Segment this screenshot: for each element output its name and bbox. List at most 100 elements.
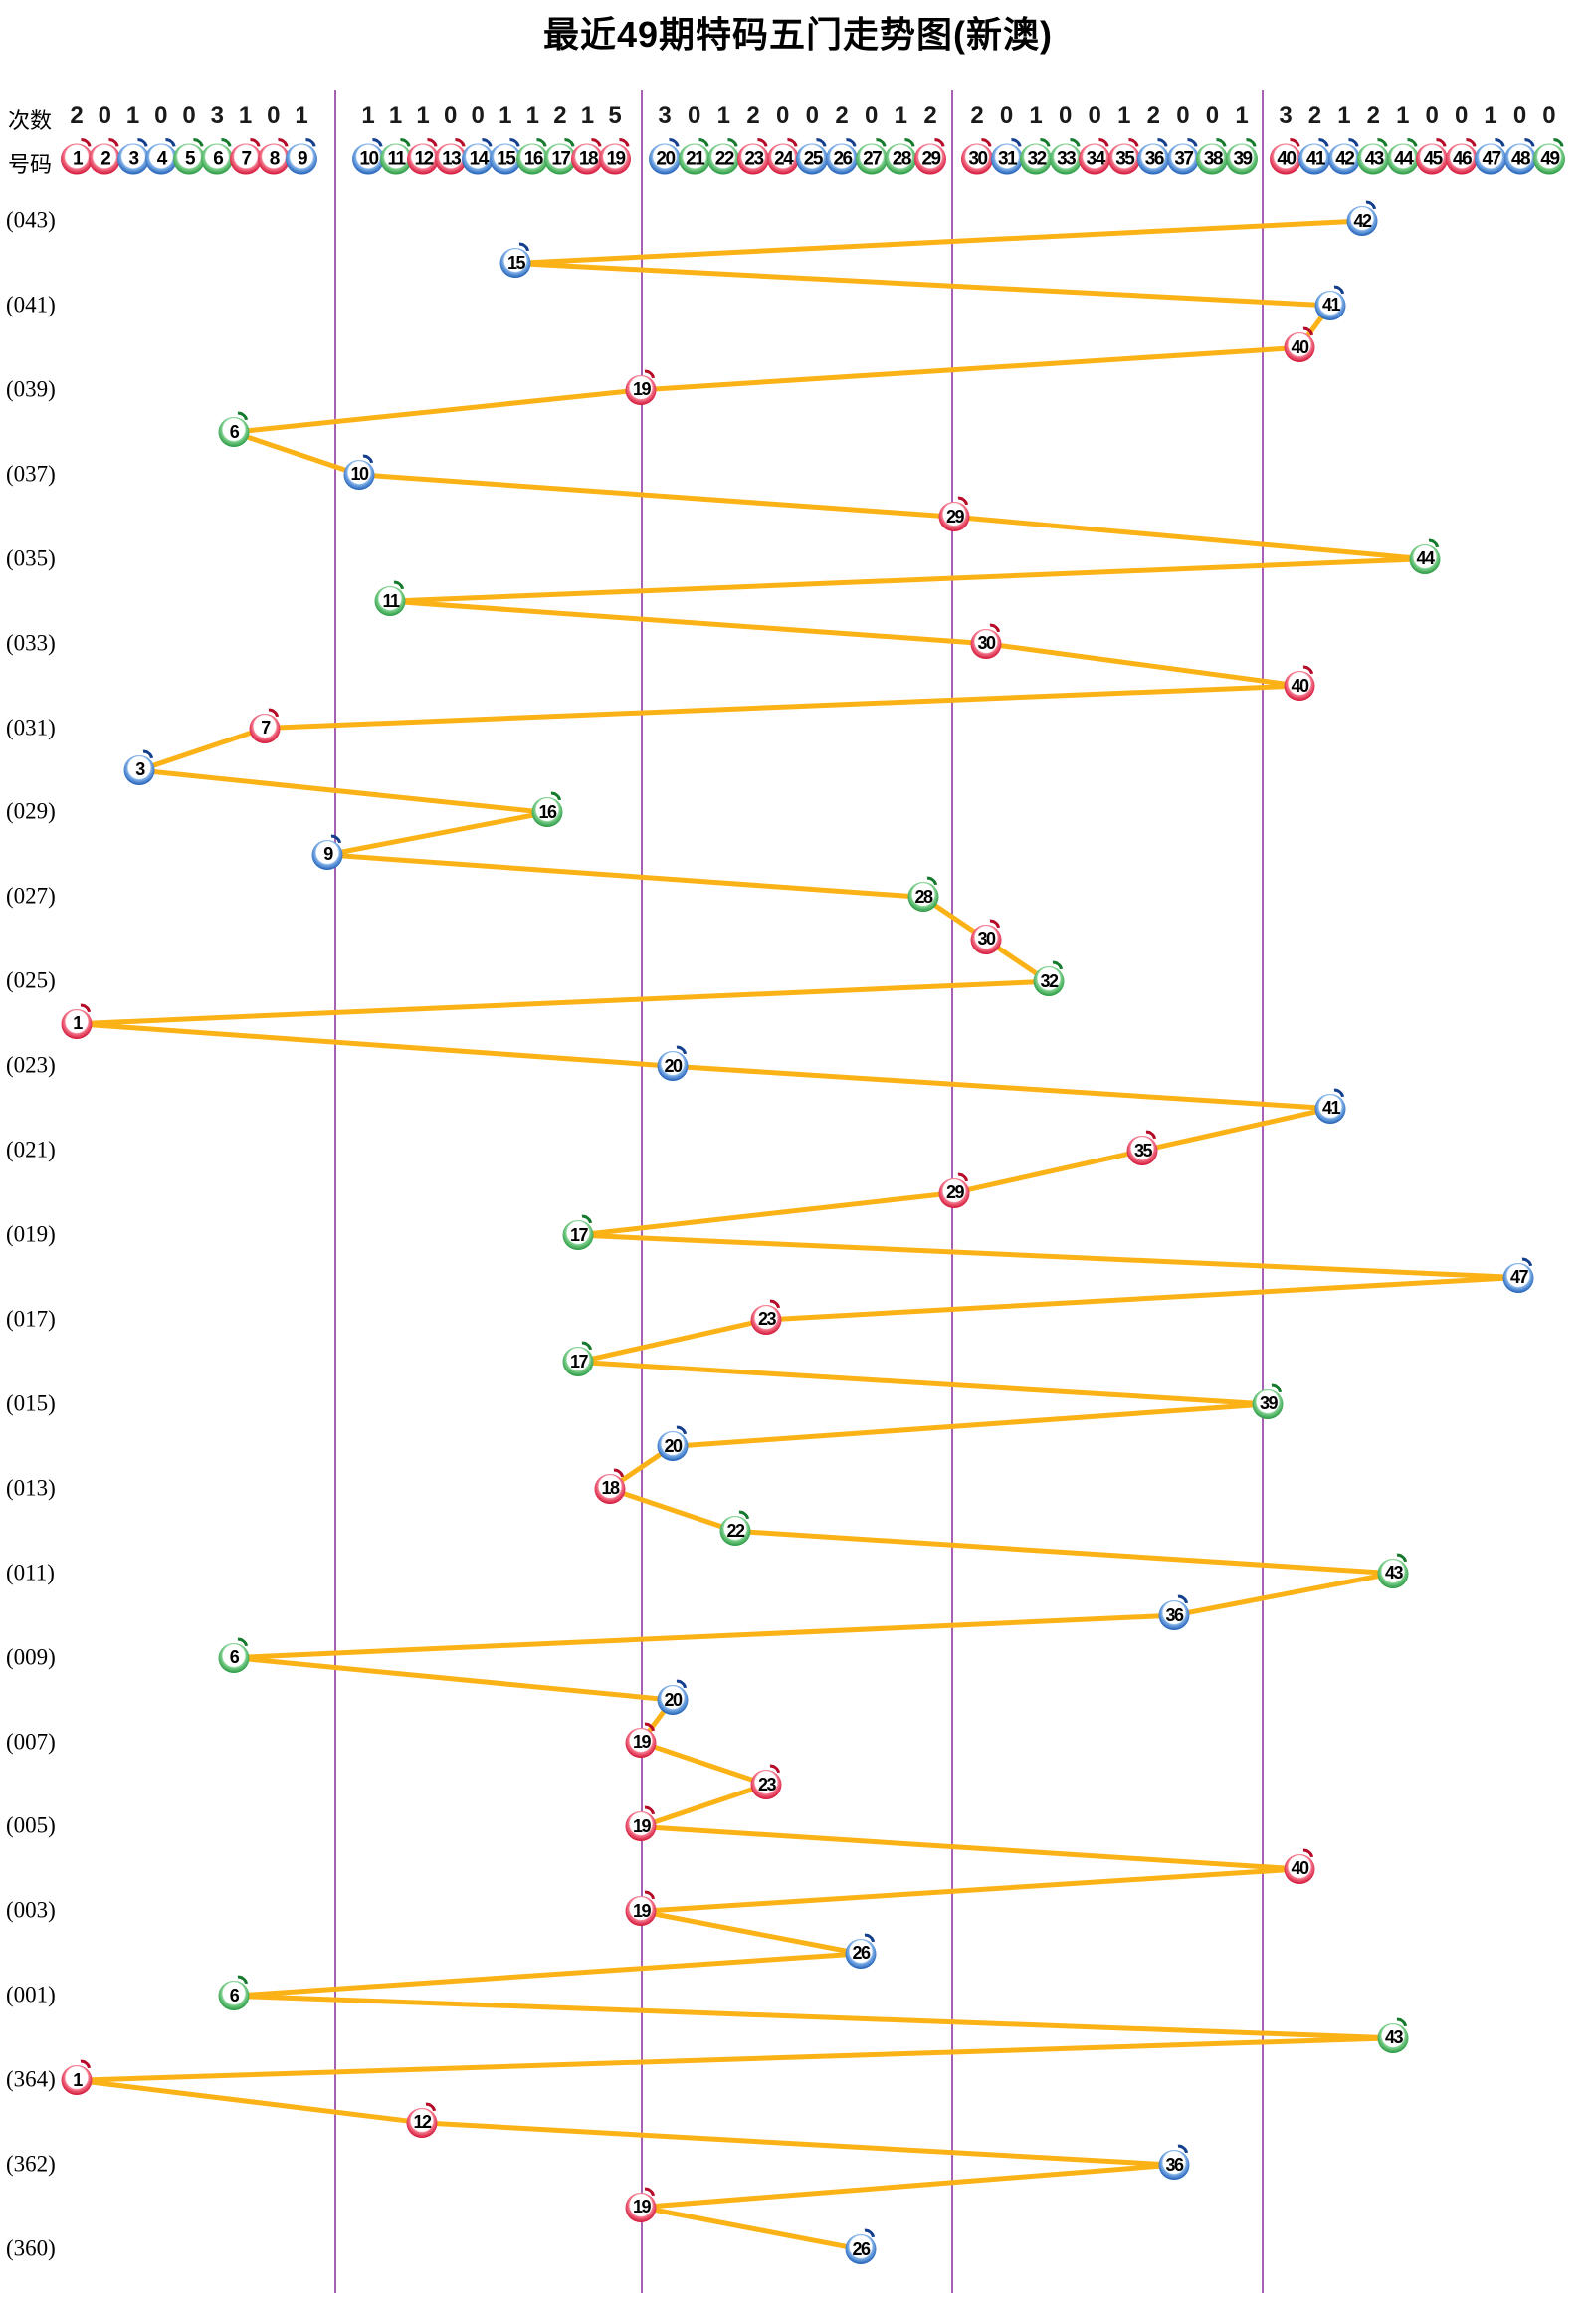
count-value: 0: [154, 103, 168, 129]
trend-ball: 18: [594, 1473, 625, 1504]
numbers-row-label: 号码: [8, 152, 53, 177]
trend-ball: 16: [531, 797, 562, 828]
period-label: (021): [6, 1137, 56, 1162]
trend-ball: 15: [499, 248, 531, 279]
trend-ball: 7: [249, 713, 281, 743]
trend-ball: 10: [343, 459, 374, 490]
count-value: 1: [1337, 103, 1351, 129]
header-ball: 1: [61, 143, 93, 175]
count-value: 0: [471, 103, 485, 129]
count-value: 0: [805, 103, 820, 129]
trend-polyline: [74, 218, 1521, 2252]
count-value: 5: [608, 103, 622, 129]
trend-ball: 22: [719, 1516, 750, 1547]
count-value: 0: [1512, 103, 1527, 129]
header-ball: 39: [1226, 143, 1259, 175]
header-ball: 22: [707, 143, 740, 175]
trend-ball: 43: [1377, 1558, 1409, 1588]
trend-ball: 35: [1126, 1136, 1158, 1166]
header-ball: 2: [89, 143, 121, 175]
count-value: 1: [580, 103, 595, 129]
header-ball: 35: [1107, 143, 1140, 175]
header-ball: 29: [914, 143, 947, 175]
period-label: (001): [6, 1982, 56, 2007]
count-value: 1: [1396, 103, 1410, 129]
trend-ball: 20: [657, 1051, 688, 1082]
count-value: 0: [1088, 103, 1101, 129]
trend-ball: 39: [1252, 1388, 1284, 1419]
trend-ball: 40: [1284, 671, 1314, 702]
header-ball: 30: [961, 143, 993, 175]
period-label: (019): [6, 1221, 56, 1247]
count-value: 2: [970, 103, 984, 129]
trend-ball: 44: [1409, 543, 1440, 574]
trend-ball: 19: [625, 374, 657, 405]
count-value: 3: [658, 103, 672, 129]
count-value: 1: [1029, 103, 1043, 129]
trend-ball: 47: [1502, 1262, 1534, 1293]
count-value: 1: [361, 103, 375, 129]
count-value: 0: [1542, 103, 1556, 129]
header-ball: 49: [1532, 143, 1565, 175]
header-ball: 5: [173, 143, 205, 175]
trend-ball: 42: [1346, 206, 1377, 236]
header-ball: 32: [1020, 143, 1053, 175]
header-ball: 3: [116, 143, 149, 175]
count-value: 0: [1176, 103, 1190, 129]
trend-ball: 11: [374, 586, 406, 617]
count-value: 2: [553, 103, 567, 129]
period-label: (029): [6, 798, 56, 824]
trend-ball: 41: [1314, 290, 1346, 320]
period-label: (362): [6, 2151, 56, 2177]
trend-ball: 29: [938, 502, 970, 532]
header-ball: 44: [1386, 143, 1419, 175]
header-ball: 42: [1327, 143, 1360, 175]
count-value: 0: [687, 103, 701, 129]
count-value: 2: [1146, 103, 1161, 129]
trend-ball: 43: [1377, 2022, 1409, 2053]
header-ball: 23: [737, 143, 769, 175]
period-label: (009): [6, 1644, 56, 1670]
header-ball: 25: [796, 143, 829, 175]
count-value: 1: [1117, 103, 1131, 129]
count-value: 0: [182, 103, 196, 129]
header-ball: 9: [286, 143, 317, 175]
header-ball: 4: [144, 143, 177, 175]
count-value: 0: [443, 103, 458, 129]
header-ball: 33: [1049, 143, 1082, 175]
header-ball: 46: [1445, 143, 1478, 175]
trend-ball: 40: [1284, 332, 1314, 363]
period-label: (033): [6, 630, 56, 656]
period-label: (015): [6, 1390, 56, 1416]
trend-ball: 9: [311, 839, 343, 870]
trend-ball: 30: [970, 628, 1001, 659]
trend-ball: 1: [61, 2065, 93, 2096]
trend-ball: 17: [562, 1347, 594, 1377]
trend-ball: 28: [907, 882, 938, 913]
header-ball: 47: [1475, 143, 1507, 175]
header-ball: 24: [766, 143, 799, 175]
period-label: (360): [6, 2235, 56, 2261]
count-value: 2: [923, 103, 937, 129]
period-label: (017): [6, 1306, 56, 1332]
trend-ball: 32: [1033, 966, 1064, 997]
period-label: (043): [6, 207, 56, 233]
period-label: (003): [6, 1897, 56, 1923]
count-value: 2: [1366, 103, 1380, 129]
count-value: 2: [70, 103, 84, 129]
header-ball: 7: [229, 143, 262, 175]
header-ball: 31: [990, 143, 1023, 175]
trend-ball: 19: [625, 1896, 657, 1927]
count-value: 1: [295, 103, 308, 129]
trend-ball: 29: [938, 1177, 970, 1208]
count-value: 1: [416, 103, 430, 129]
trend-ball: 26: [845, 1938, 876, 1969]
count-value: 2: [1307, 103, 1322, 129]
header-ball: 19: [599, 143, 632, 175]
count-value: 1: [525, 103, 540, 129]
page-title: 最近49期特码五门走势图(新澳): [542, 14, 1054, 55]
period-label: (023): [6, 1052, 56, 1078]
counts-row-label: 次数: [8, 108, 53, 133]
